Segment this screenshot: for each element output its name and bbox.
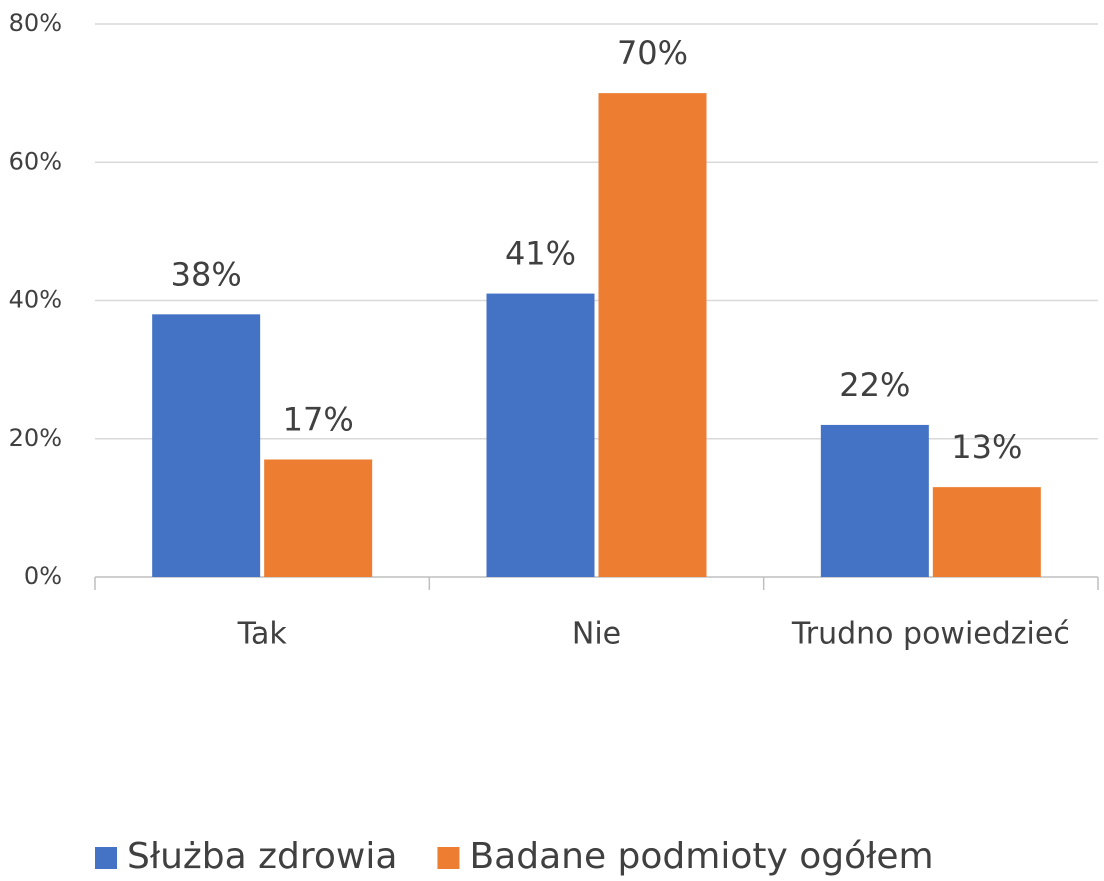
y-tick-label: 0%: [24, 562, 62, 590]
x-tick-label: Tak: [237, 617, 288, 652]
y-tick-label: 60%: [9, 147, 62, 175]
value-label: 13%: [951, 428, 1022, 466]
legend-label: Służba zdrowia: [127, 836, 397, 877]
bar: [932, 487, 1041, 577]
y-tick-label: 20%: [9, 424, 62, 452]
value-label: 70%: [617, 34, 688, 72]
bar: [152, 314, 261, 577]
legend-label: Badane podmioty ogółem: [469, 836, 933, 877]
x-tick-label: Trudno powiedzieć: [791, 617, 1070, 652]
legend-swatch: [95, 847, 117, 869]
x-tick-label: Nie: [572, 617, 621, 652]
y-tick-label: 40%: [9, 286, 62, 314]
value-label: 17%: [283, 400, 354, 438]
y-tick-label: 80%: [9, 9, 62, 37]
bar: [486, 293, 595, 577]
value-label: 41%: [505, 235, 576, 273]
value-label: 38%: [171, 255, 242, 293]
value-label: 22%: [839, 366, 910, 404]
bar: [264, 459, 373, 577]
bar: [820, 424, 929, 577]
bar: [598, 93, 707, 577]
legend-swatch: [437, 847, 460, 869]
